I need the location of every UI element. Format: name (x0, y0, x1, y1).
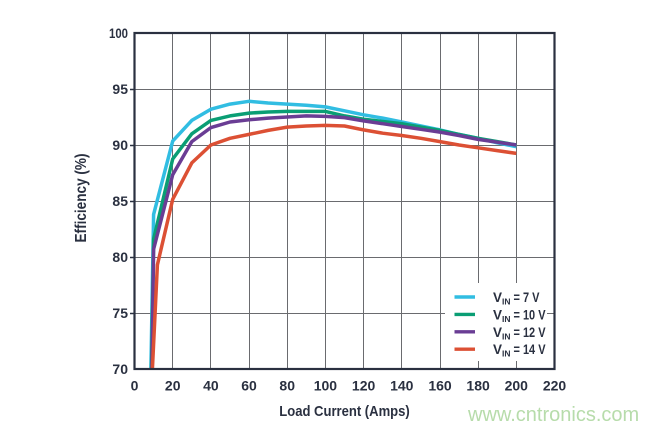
svg-text:V: V (493, 290, 502, 305)
svg-text:100: 100 (109, 25, 128, 41)
svg-text:180: 180 (466, 378, 490, 394)
svg-text:20: 20 (165, 378, 181, 394)
svg-text:95: 95 (112, 81, 128, 97)
svg-text:Load Current (Amps): Load Current (Amps) (279, 403, 410, 420)
svg-text:75: 75 (112, 305, 128, 321)
svg-text:= 10 V: = 10 V (514, 307, 546, 322)
svg-text:V: V (493, 342, 502, 357)
svg-text:IN: IN (502, 349, 511, 359)
svg-text:70: 70 (112, 361, 128, 377)
svg-text:V: V (493, 307, 502, 322)
svg-text:100: 100 (314, 378, 338, 394)
svg-text:120: 120 (352, 378, 376, 394)
svg-text:= 12 V: = 12 V (514, 325, 546, 340)
svg-text:www.cntronics.com: www.cntronics.com (467, 404, 639, 426)
svg-text:140: 140 (390, 378, 414, 394)
svg-text:Efficiency (%): Efficiency (%) (73, 154, 90, 243)
svg-text:= 7 V: = 7 V (514, 290, 540, 305)
svg-text:40: 40 (203, 378, 219, 394)
svg-text:160: 160 (428, 378, 452, 394)
svg-text:80: 80 (279, 378, 295, 394)
svg-text:85: 85 (112, 193, 128, 209)
svg-text:220: 220 (543, 378, 567, 394)
svg-text:IN: IN (502, 314, 511, 324)
svg-text:60: 60 (241, 378, 257, 394)
svg-text:V: V (493, 325, 502, 340)
svg-text:0: 0 (131, 378, 139, 394)
svg-text:200: 200 (505, 378, 529, 394)
svg-text:IN: IN (502, 297, 511, 307)
svg-text:80: 80 (112, 249, 128, 265)
svg-text:90: 90 (112, 137, 128, 153)
svg-text:= 14 V: = 14 V (514, 342, 546, 357)
svg-text:IN: IN (502, 331, 511, 341)
